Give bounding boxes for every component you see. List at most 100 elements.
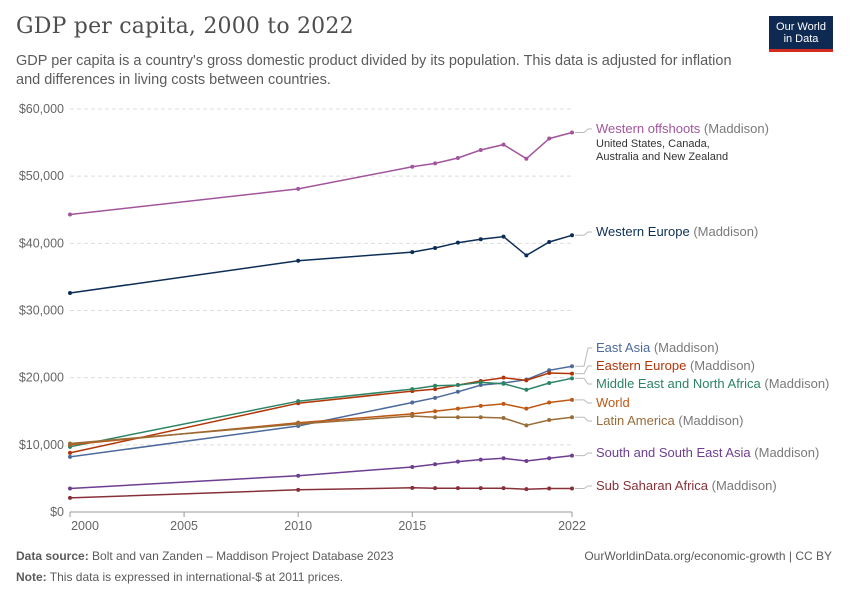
series-line xyxy=(69,365,573,458)
data-point xyxy=(547,486,552,491)
series-line xyxy=(69,399,573,446)
note-label: Note: xyxy=(16,570,47,584)
data-point xyxy=(410,485,415,490)
series-label: Western Europe (Maddison) xyxy=(596,224,758,239)
data-point xyxy=(547,381,552,386)
data-point xyxy=(410,400,415,405)
data-point xyxy=(410,250,415,255)
data-point xyxy=(68,450,72,455)
series-label: Middle East and North Africa (Maddison) xyxy=(596,376,829,391)
y-tick-label: $60,000 xyxy=(19,102,64,116)
data-point xyxy=(455,383,460,388)
series-line xyxy=(69,131,573,216)
data-point xyxy=(570,130,574,135)
note-text: This data is expressed in international-… xyxy=(49,570,344,584)
line-chart: $0 $10,000 $20,000 $30,000 $40,000 $50,000 $60… xyxy=(19,102,830,533)
data-point xyxy=(524,406,529,411)
data-point xyxy=(570,233,574,238)
source-url[interactable]: OurWorldinData.org/economic-growth | CC … xyxy=(584,549,832,563)
data-point xyxy=(433,387,438,392)
y-tick-label: $40,000 xyxy=(19,236,64,250)
data-point xyxy=(478,415,483,420)
series-label: Western offshoots (Maddison) xyxy=(596,121,769,136)
data-point xyxy=(547,239,552,244)
series-line xyxy=(69,372,573,454)
data-point xyxy=(296,422,301,427)
series-label: Eastern Europe (Maddison) xyxy=(596,358,755,373)
data-point xyxy=(68,454,72,459)
logo-line-1: Our World xyxy=(776,21,826,33)
data-point xyxy=(68,441,72,446)
data-point xyxy=(433,395,438,400)
chart-subtitle: GDP per capita is a country's gross dome… xyxy=(16,53,732,88)
data-source: Data source: Bolt and van Zanden – Maddi… xyxy=(16,549,394,563)
data-point xyxy=(433,409,438,414)
data-point xyxy=(478,380,483,385)
data-point xyxy=(410,464,415,469)
series-line xyxy=(69,415,573,445)
data-point xyxy=(68,291,72,296)
data-point xyxy=(570,371,574,376)
logo-line-2: in Data xyxy=(783,33,819,45)
data-point xyxy=(570,453,574,458)
data-point xyxy=(455,389,460,394)
label-connector xyxy=(575,377,592,385)
data-point xyxy=(478,486,483,491)
data-point xyxy=(570,397,574,402)
data-point xyxy=(524,253,529,258)
data-point xyxy=(570,364,574,369)
data-point xyxy=(570,415,574,420)
data-point xyxy=(501,486,506,491)
label-connector xyxy=(575,452,592,457)
data-point xyxy=(296,473,301,478)
data-point xyxy=(501,401,506,406)
y-tick-label: $10,000 xyxy=(19,438,64,452)
label-connector xyxy=(575,347,592,367)
data-point xyxy=(547,417,552,422)
data-point xyxy=(433,161,438,166)
source-label: Data source: xyxy=(16,549,89,563)
data-point xyxy=(524,423,529,428)
label-connector xyxy=(575,416,592,422)
x-tick-label: 2010 xyxy=(284,519,312,533)
data-point xyxy=(524,387,529,392)
series-label: Latin America (Maddison) xyxy=(596,413,743,428)
chart-note: Note: This data is expressed in internat… xyxy=(16,570,343,584)
label-connector xyxy=(575,231,592,236)
y-tick-label: $20,000 xyxy=(19,371,64,385)
data-point xyxy=(524,156,529,161)
owid-logo[interactable]: Our World in Data xyxy=(769,16,833,52)
series-line xyxy=(69,377,573,448)
data-point xyxy=(296,258,301,263)
series-line xyxy=(69,487,572,499)
data-point xyxy=(455,240,460,245)
data-point xyxy=(570,486,574,491)
series-line xyxy=(69,234,573,294)
data-point xyxy=(547,370,552,375)
data-point xyxy=(501,234,506,239)
x-tick-label: 2005 xyxy=(170,519,198,533)
series-label: Sub Saharan Africa (Maddison) xyxy=(596,478,777,493)
data-point xyxy=(68,486,72,491)
data-point xyxy=(433,486,438,491)
y-tick-label: $0 xyxy=(50,505,64,519)
label-connector xyxy=(575,128,592,134)
series-line xyxy=(69,454,573,490)
data-point xyxy=(455,156,460,161)
series-label: South and South East Asia (Maddison) xyxy=(596,445,819,460)
source-text: Bolt and van Zanden – Maddison Project D… xyxy=(92,549,394,563)
label-connector xyxy=(575,365,592,375)
data-point xyxy=(478,237,483,242)
data-point xyxy=(455,486,460,491)
data-point xyxy=(410,164,415,169)
data-point xyxy=(455,406,460,411)
data-point xyxy=(478,147,483,152)
data-point xyxy=(547,136,552,141)
data-point xyxy=(410,413,415,418)
series-label: World xyxy=(596,395,630,410)
data-point xyxy=(524,378,529,383)
data-point xyxy=(501,415,506,420)
data-point xyxy=(478,457,483,462)
data-point xyxy=(433,415,438,420)
data-point xyxy=(570,376,574,381)
